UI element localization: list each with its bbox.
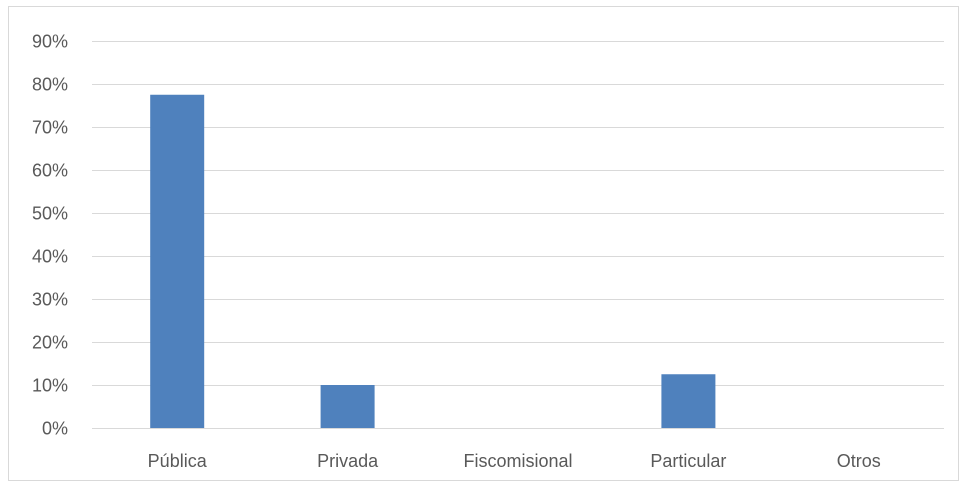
x-category-label: Particular [650,451,726,471]
x-category-label: Pública [148,451,208,471]
y-tick-label: 80% [32,75,68,95]
y-tick-label: 30% [32,290,68,310]
bar-3 [661,374,716,428]
bar-0 [150,94,205,428]
x-category-label: Privada [317,451,379,471]
y-tick-label: 90% [32,32,68,52]
y-tick-label: 20% [32,333,68,353]
y-tick-label: 40% [32,247,68,267]
y-tick-label: 10% [32,376,68,396]
y-tick-label: 0% [42,419,68,439]
bars [150,94,716,428]
gridlines [92,41,944,429]
y-tick-label: 70% [32,118,68,138]
y-tick-label: 60% [32,161,68,181]
x-category-label: Otros [837,451,881,471]
y-tick-label: 50% [32,204,68,224]
y-axis-tick-labels: 0% 10% 20% 30% 40% 50% 60% 70% 80% 90% [32,32,68,439]
x-category-label: Fiscomisional [463,451,572,471]
x-axis-category-labels: Pública Privada Fiscomisional Particular Otr… [148,451,881,471]
bar-1 [320,385,375,428]
